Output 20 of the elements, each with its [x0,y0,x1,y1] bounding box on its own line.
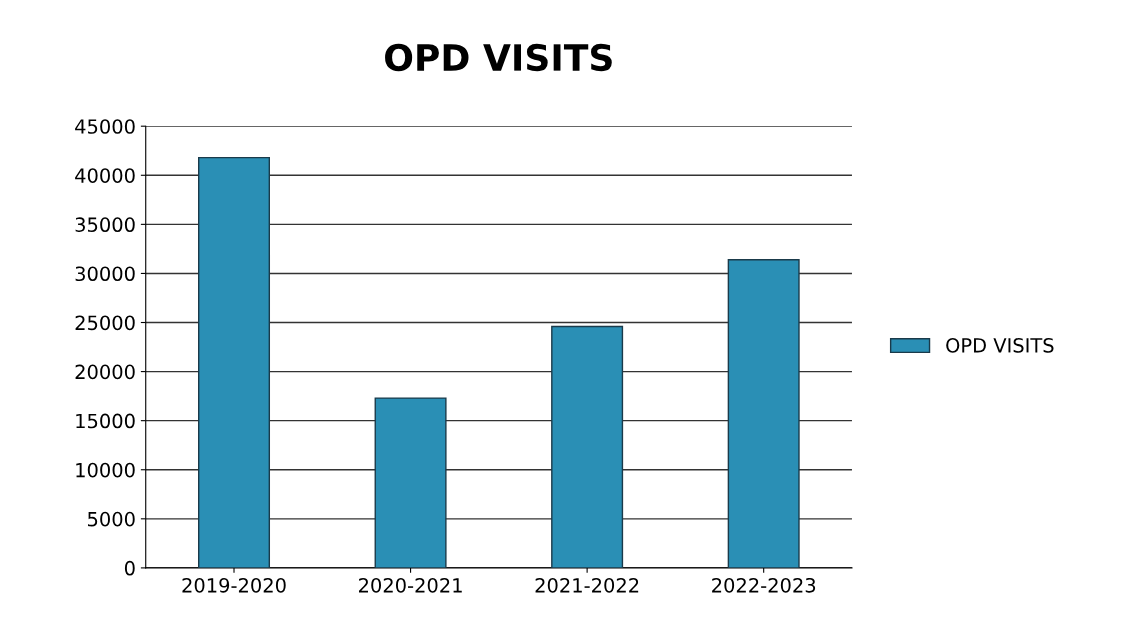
bar [727,258,800,568]
y-tick-label: 20000 [75,364,135,380]
y-tick-label: 5000 [88,511,135,527]
x-tick-label: 2022-2023 [712,577,816,593]
y-tick-label: 25000 [75,315,135,331]
y-tick-label: 45000 [75,119,135,134]
bar [198,156,271,568]
y-tick-label: 35000 [75,217,135,233]
y-tick-label: 40000 [75,168,135,183]
bar [374,397,447,568]
x-tick-label: 2019-2020 [182,577,286,593]
chart-title: OPD VISITS [385,43,612,72]
x-tick-label: 2020-2021 [359,577,462,593]
bar [551,325,624,568]
y-tick-label: 0 [124,560,135,576]
legend-label: OPD VISITS [946,337,1054,353]
y-tick-label: 30000 [75,266,135,282]
y-tick-label: 10000 [76,462,135,478]
x-tick-label: 2021-2022 [535,577,639,593]
y-tick-label: 15000 [76,413,135,429]
